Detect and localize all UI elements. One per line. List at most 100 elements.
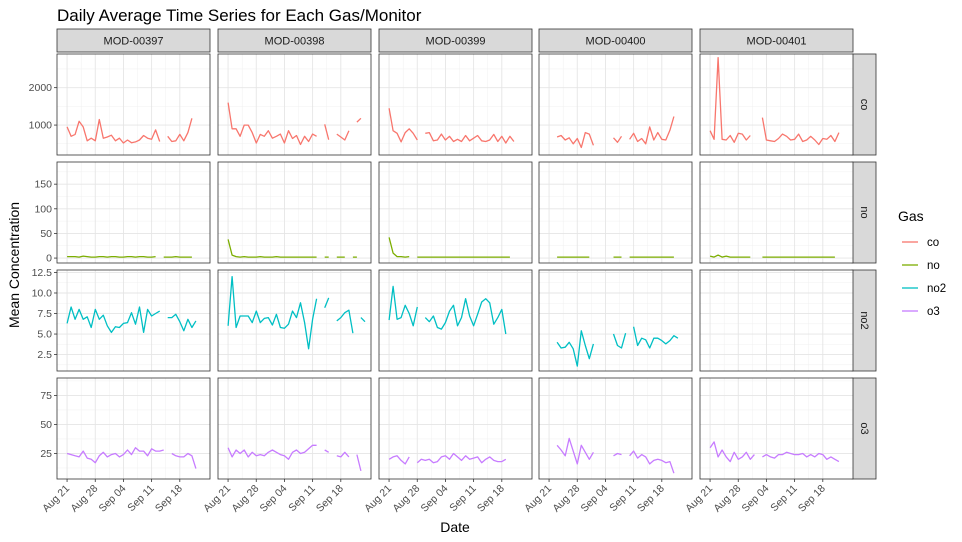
panel-MOD-00397-no bbox=[56, 161, 211, 264]
panel-border bbox=[217, 53, 372, 156]
facet-strip-label: no bbox=[858, 206, 870, 218]
panel-background bbox=[379, 54, 532, 155]
y-tick-label: 12.5 bbox=[32, 267, 53, 279]
panel-background bbox=[57, 378, 210, 479]
panel-background bbox=[218, 378, 371, 479]
facet-strip-MOD-00399 bbox=[378, 28, 533, 53]
panel-border bbox=[217, 377, 372, 480]
panel-MOD-00401-o3 bbox=[699, 377, 854, 480]
panel-MOD-00399-o3 bbox=[378, 377, 533, 480]
x-tick-label: Sep 18 bbox=[796, 483, 828, 515]
panel-background bbox=[539, 378, 692, 479]
facet-strip-label: MOD-00400 bbox=[586, 36, 646, 48]
x-tick-label: Aug 21 bbox=[522, 483, 554, 515]
panel-border bbox=[378, 269, 533, 372]
series-line-no2 bbox=[388, 285, 507, 335]
facet-strip-label: co bbox=[858, 99, 870, 111]
y-tick-label: 0 bbox=[46, 253, 52, 265]
series-line-co bbox=[227, 102, 362, 146]
series-line-co bbox=[709, 57, 840, 146]
panel-border bbox=[217, 161, 372, 264]
panel-MOD-00398-no2 bbox=[217, 269, 372, 372]
facet-strip-MOD-00398 bbox=[217, 28, 372, 53]
panel-background bbox=[700, 162, 853, 263]
facet-strip-MOD-00397 bbox=[56, 28, 211, 53]
panel-border bbox=[56, 53, 211, 156]
y-tick-label: 2000 bbox=[29, 82, 53, 94]
panel-border bbox=[699, 269, 854, 372]
facet-strip-label: MOD-00398 bbox=[265, 36, 325, 48]
x-tick-label: Aug 28 bbox=[229, 483, 261, 515]
x-tick-label: Sep 04 bbox=[97, 483, 129, 515]
x-tick-label: Sep 18 bbox=[153, 483, 185, 515]
x-tick-label: Aug 28 bbox=[68, 483, 100, 515]
series-line-no2 bbox=[227, 275, 366, 350]
panel-border bbox=[56, 377, 211, 480]
legend-label: no bbox=[927, 260, 940, 272]
facet-strip-label: o3 bbox=[858, 422, 870, 434]
panel-MOD-00401-no2 bbox=[699, 269, 854, 372]
legend-label: no2 bbox=[927, 283, 946, 295]
facet-strip-label: MOD-00401 bbox=[747, 36, 807, 48]
panel-MOD-00397-co bbox=[56, 53, 211, 156]
series-line-no bbox=[227, 239, 357, 258]
x-tick-label: Sep 18 bbox=[475, 483, 507, 515]
legend-title: Gas bbox=[898, 208, 924, 224]
x-tick-label: Sep 18 bbox=[635, 483, 667, 515]
x-tick-label: Sep 04 bbox=[258, 483, 290, 515]
y-axis-title: Mean Concentration bbox=[6, 202, 22, 328]
x-tick-label: Sep 04 bbox=[419, 483, 451, 515]
series-line-co bbox=[556, 116, 675, 149]
y-tick-label: 7.5 bbox=[37, 308, 52, 320]
panel-background bbox=[57, 162, 210, 263]
panel-border bbox=[538, 377, 693, 480]
panel-MOD-00398-o3 bbox=[217, 377, 372, 480]
series-line-no2 bbox=[66, 306, 197, 334]
x-tick-label: Aug 21 bbox=[201, 483, 233, 515]
chart-title: Daily Average Time Series for Each Gas/M… bbox=[57, 6, 422, 25]
panel-border bbox=[378, 377, 533, 480]
panel-background bbox=[700, 270, 853, 371]
y-tick-label: 50 bbox=[40, 419, 52, 431]
y-tick-label: 75 bbox=[40, 390, 52, 402]
x-tick-label: Aug 21 bbox=[683, 483, 715, 515]
series-line-o3 bbox=[556, 437, 675, 474]
y-tick-label: 50 bbox=[40, 228, 52, 240]
panel-background bbox=[379, 162, 532, 263]
y-tick-label: 2.5 bbox=[37, 349, 52, 361]
x-tick-label: Aug 21 bbox=[362, 483, 394, 515]
facet-panels: MOD-00397 MOD-00398 MOD-00399 MOD-00400 MOD-… bbox=[29, 28, 877, 515]
panel-background bbox=[218, 162, 371, 263]
panel-MOD-00398-co bbox=[217, 53, 372, 156]
panel-MOD-00398-no bbox=[217, 161, 372, 264]
x-tick-label: Sep 11 bbox=[286, 483, 318, 515]
y-tick-label: 150 bbox=[34, 179, 52, 191]
panel-background bbox=[700, 378, 853, 479]
panel-border bbox=[538, 53, 693, 156]
panel-background bbox=[379, 378, 532, 479]
x-tick-label: Sep 11 bbox=[447, 483, 479, 515]
x-tick-label: Sep 04 bbox=[579, 483, 611, 515]
panel-background bbox=[539, 270, 692, 371]
panel-background bbox=[379, 270, 532, 371]
series-line-no bbox=[709, 254, 835, 258]
panel-MOD-00400-no2 bbox=[538, 269, 693, 372]
panel-MOD-00399-no2 bbox=[378, 269, 533, 372]
series-line-o3 bbox=[66, 447, 197, 469]
panel-MOD-00400-o3 bbox=[538, 377, 693, 480]
facet-strip-MOD-00400 bbox=[538, 28, 693, 53]
panel-border bbox=[538, 269, 693, 372]
panel-border bbox=[378, 161, 533, 264]
legend-label: o3 bbox=[927, 306, 940, 318]
panel-MOD-00400-no bbox=[538, 161, 693, 264]
panel-border bbox=[699, 53, 854, 156]
x-tick-label: Aug 28 bbox=[390, 483, 422, 515]
panel-MOD-00400-co bbox=[538, 53, 693, 156]
x-tick-label: Sep 11 bbox=[607, 483, 639, 515]
facet-strip-label: MOD-00397 bbox=[104, 36, 164, 48]
x-tick-label: Sep 18 bbox=[314, 483, 346, 515]
panel-MOD-00397-o3 bbox=[56, 377, 211, 480]
panel-MOD-00399-no bbox=[378, 161, 533, 264]
panel-MOD-00401-no bbox=[699, 161, 854, 264]
panel-background bbox=[539, 162, 692, 263]
